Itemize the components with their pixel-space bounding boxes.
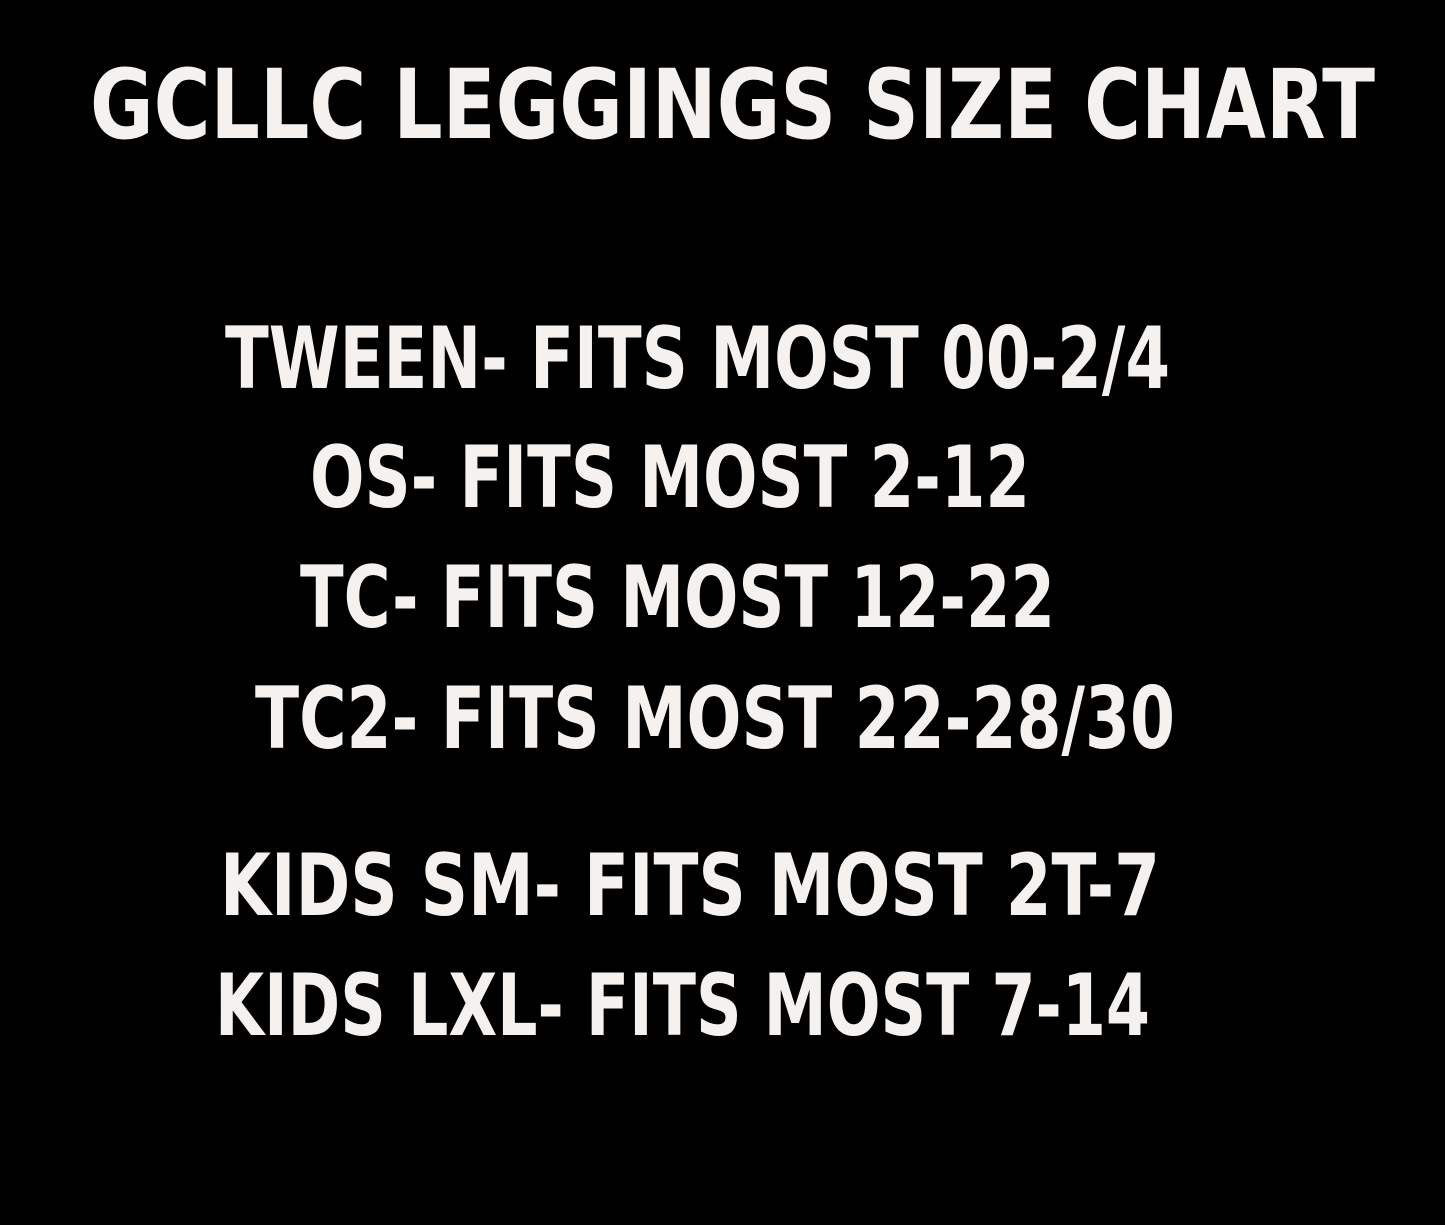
size-line: TWEEN- FITS MOST 00-2/4: [225, 309, 1170, 409]
title: GCLLC LEGGINGS SIZE CHART: [90, 49, 1375, 161]
kids-size-line: KIDS LXL- FITS MOST 7-14: [215, 956, 1150, 1056]
size-line: TC2- FITS MOST 22-28/30: [255, 669, 1175, 769]
kids-size-line: KIDS SM- FITS MOST 2T-7: [220, 836, 1160, 936]
size-line: TC- FITS MOST 12-22: [300, 548, 1055, 648]
size-line: OS- FITS MOST 2-12: [310, 428, 1030, 528]
